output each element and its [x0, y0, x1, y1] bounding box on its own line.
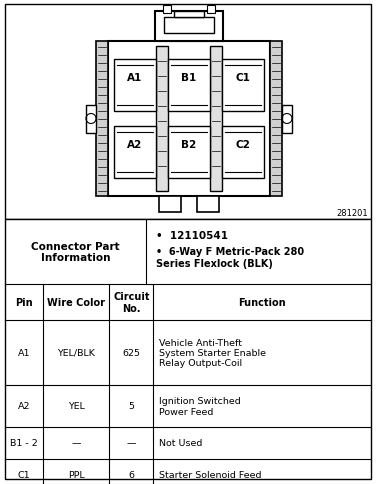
Bar — [156, 47, 168, 192]
Text: C1: C1 — [18, 470, 30, 480]
Bar — [96, 42, 108, 197]
Text: Function: Function — [238, 297, 286, 307]
Text: A1: A1 — [18, 348, 30, 357]
Bar — [174, 12, 204, 18]
Bar — [282, 106, 292, 133]
Bar — [270, 42, 282, 197]
Text: •  6-Way F Metric-Pack 280
Series Flexlock (BLK): • 6-Way F Metric-Pack 280 Series Flexloc… — [156, 247, 304, 268]
Text: •  12110541: • 12110541 — [156, 230, 228, 241]
Bar — [222, 127, 264, 179]
Text: Starter Solenoid Feed: Starter Solenoid Feed — [159, 470, 262, 480]
Text: C1: C1 — [235, 73, 250, 83]
Bar — [163, 6, 171, 14]
Bar — [207, 6, 215, 14]
Bar — [164, 18, 214, 34]
Text: B1: B1 — [181, 73, 197, 83]
Text: Circuit
No.: Circuit No. — [113, 291, 150, 313]
Bar — [108, 42, 270, 197]
Text: B2: B2 — [181, 140, 197, 150]
Text: A2: A2 — [18, 402, 30, 410]
Bar — [114, 127, 156, 179]
Text: Pin: Pin — [15, 297, 33, 307]
Bar — [197, 197, 219, 212]
Text: 5: 5 — [128, 402, 134, 410]
Bar — [155, 12, 223, 42]
Text: YEL/BLK: YEL/BLK — [58, 348, 95, 357]
Bar — [222, 60, 264, 111]
Bar — [86, 106, 96, 133]
Bar — [210, 47, 222, 192]
Text: C2: C2 — [235, 140, 250, 150]
Text: Vehicle Anti-Theft
System Starter Enable
Relay Output-Coil: Vehicle Anti-Theft System Starter Enable… — [159, 338, 266, 368]
Bar — [159, 197, 181, 212]
Text: —: — — [71, 439, 81, 448]
Text: PPL: PPL — [68, 470, 85, 480]
Bar — [168, 127, 210, 179]
Text: Wire Color: Wire Color — [47, 297, 105, 307]
Bar — [168, 60, 210, 111]
Text: B1 - 2: B1 - 2 — [11, 439, 38, 448]
Text: 281201: 281201 — [337, 209, 368, 217]
Text: Not Used: Not Used — [159, 439, 203, 448]
Bar — [114, 60, 156, 111]
Text: —: — — [126, 439, 136, 448]
Text: A1: A1 — [127, 73, 143, 83]
Text: 625: 625 — [122, 348, 140, 357]
Bar — [5, 5, 371, 220]
Text: Connector Part
Information: Connector Part Information — [31, 241, 120, 263]
Text: A2: A2 — [127, 140, 143, 150]
Bar — [5, 220, 371, 479]
Text: 6: 6 — [128, 470, 134, 480]
Text: YEL: YEL — [68, 402, 85, 410]
Text: Ignition Switched
Power Feed: Ignition Switched Power Feed — [159, 396, 241, 416]
